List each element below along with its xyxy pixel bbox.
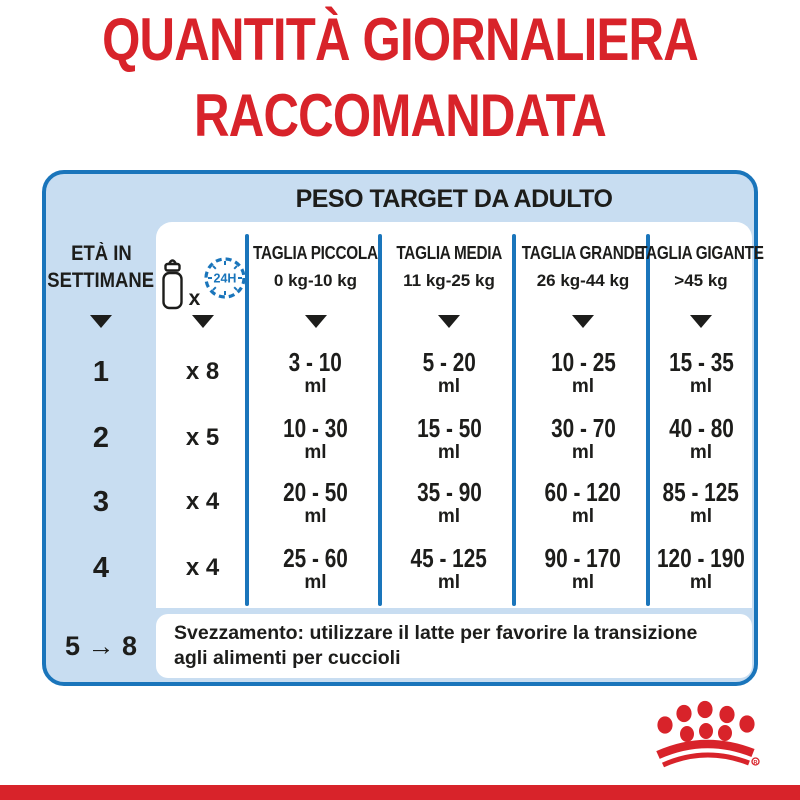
value-range: 15 - 50	[416, 412, 482, 443]
24h-clock-icon: 24H	[204, 257, 246, 299]
table-row-week-4: 4 x 4 25 - 60 ml 45 - 125 ml 90 - 170 ml 12…	[46, 539, 752, 597]
col-range: 26 kg-44 kg	[536, 271, 630, 290]
page-title-line-2: RACCOMANDATA	[194, 82, 607, 149]
column-divider	[245, 234, 249, 606]
value-range: 5 - 20	[422, 346, 476, 377]
col-header-taglia-piccola: TAGLIA PICCOLA 0 kg-10 kg	[249, 224, 382, 310]
week-number: 1	[92, 355, 110, 388]
value-range: 40 - 80	[668, 412, 734, 443]
value-range: 10 - 30	[283, 412, 348, 443]
royal-canin-crown-logo: R	[656, 700, 760, 768]
value-range: 120 - 190	[657, 542, 745, 573]
feeds-per-day: x 4	[185, 554, 220, 581]
table-row-week-1: 1 x 8 3 - 10 ml 5 - 20 ml 10 - 25 ml 15 - 3…	[46, 343, 752, 401]
feeds-per-day: x 8	[185, 358, 220, 385]
unit-label: ml	[304, 505, 327, 527]
age-header-cell: ETÀ IN SETTIMANE	[46, 224, 156, 310]
value-range: 60 - 120	[544, 476, 622, 507]
col-name: TAGLIA GRANDE	[521, 243, 645, 263]
down-triangle-icon	[90, 314, 112, 328]
unit-label: ml	[571, 441, 595, 463]
value-range: 35 - 90	[416, 476, 482, 507]
column-divider	[378, 234, 382, 606]
table-row-weaning: 5 → 8 Svezzamento: utilizzare il latte p…	[46, 614, 752, 678]
col-name: TAGLIA MEDIA	[396, 243, 502, 263]
unit-label: ml	[437, 571, 461, 593]
feeds-header-cell: x 24H	[156, 224, 249, 310]
feeds-per-day: x 4	[185, 488, 220, 515]
feeds-per-day: x 5	[185, 424, 220, 451]
week-number: 3	[92, 485, 110, 518]
bottom-red-bar	[0, 785, 800, 800]
unit-label: ml	[689, 571, 713, 593]
unit-label: ml	[689, 505, 713, 527]
unit-label: ml	[437, 505, 461, 527]
age-label-line-1: ETÀ IN	[70, 242, 132, 265]
unit-label: ml	[689, 441, 713, 463]
unit-label: ml	[571, 505, 595, 527]
weaning-note-line-1: Svezzamento: utilizzare il latte per fav…	[174, 622, 698, 644]
weaning-row-background	[156, 614, 752, 678]
table-row-week-2: 2 x 5 10 - 30 ml 15 - 50 ml 30 - 70 ml 40 -…	[46, 409, 752, 467]
down-triangle-icon	[438, 314, 460, 328]
page-title: QUANTITÀ GIORNALIERA RACCOMANDATA	[0, 2, 800, 154]
weaning-note-line-2: agli alimenti per cuccioli	[174, 647, 401, 669]
unit-label: ml	[571, 571, 595, 593]
column-divider	[512, 234, 516, 606]
col-range: 0 kg-10 kg	[273, 271, 358, 290]
unit-label: ml	[304, 571, 327, 593]
age-label-line-2: SETTIMANE	[47, 269, 155, 292]
unit-label: ml	[689, 375, 713, 397]
clock-24h-label: 24H	[214, 272, 237, 286]
registered-trademark-symbol: R	[754, 760, 758, 766]
weaning-week-range: 5 → 8	[64, 630, 138, 661]
table-grid-background	[156, 222, 752, 608]
unit-label: ml	[437, 441, 461, 463]
col-range: >45 kg	[674, 271, 728, 290]
value-range: 90 - 170	[544, 542, 622, 573]
unit-label: ml	[571, 375, 595, 397]
week-number: 4	[92, 551, 110, 584]
value-range: 3 - 10	[288, 346, 343, 377]
down-triangle-icon	[572, 314, 594, 328]
down-triangle-icon	[191, 314, 214, 328]
baby-bottle-icon	[161, 259, 183, 310]
feeding-table: PESO TARGET DA ADULTO ETÀ IN SETTIMANE x	[42, 170, 764, 686]
value-range: 45 - 125	[410, 542, 488, 573]
value-range: 10 - 25	[550, 346, 616, 377]
down-triangle-icon	[690, 314, 712, 328]
unit-label: ml	[304, 375, 327, 397]
down-triangle-icon	[304, 314, 327, 328]
table-header-row: ETÀ IN SETTIMANE x	[46, 224, 764, 310]
table-row-week-3: 3 x 4 20 - 50 ml 35 - 90 ml 60 - 120 ml 85 …	[46, 473, 752, 531]
pointer-row	[46, 312, 752, 330]
col-header-taglia-grande: TAGLIA GRANDE 26 kg-44 kg	[516, 224, 650, 310]
col-name: TAGLIA PICCOLA	[253, 243, 378, 263]
unit-label: ml	[304, 441, 327, 463]
col-range: 11 kg-25 kg	[403, 271, 495, 290]
col-name: TAGLIA GIGANTE	[638, 243, 764, 263]
week-number: 2	[92, 421, 110, 454]
weaning-note: Svezzamento: utilizzare il latte per fav…	[156, 614, 752, 678]
page-title-line-1: QUANTITÀ GIORNALIERA	[102, 6, 699, 73]
value-range: 85 - 125	[662, 476, 740, 507]
value-range: 20 - 50	[283, 476, 348, 507]
value-range: 15 - 35	[668, 346, 734, 377]
value-range: 25 - 60	[283, 542, 348, 573]
col-header-taglia-media: TAGLIA MEDIA 11 kg-25 kg	[382, 224, 516, 310]
multiplier-x-label: x	[188, 287, 201, 310]
table-header: PESO TARGET DA ADULTO	[295, 184, 613, 213]
value-range: 30 - 70	[550, 412, 616, 443]
unit-label: ml	[437, 375, 461, 397]
column-divider	[646, 234, 650, 606]
col-header-taglia-gigante: TAGLIA GIGANTE >45 kg	[638, 224, 764, 310]
